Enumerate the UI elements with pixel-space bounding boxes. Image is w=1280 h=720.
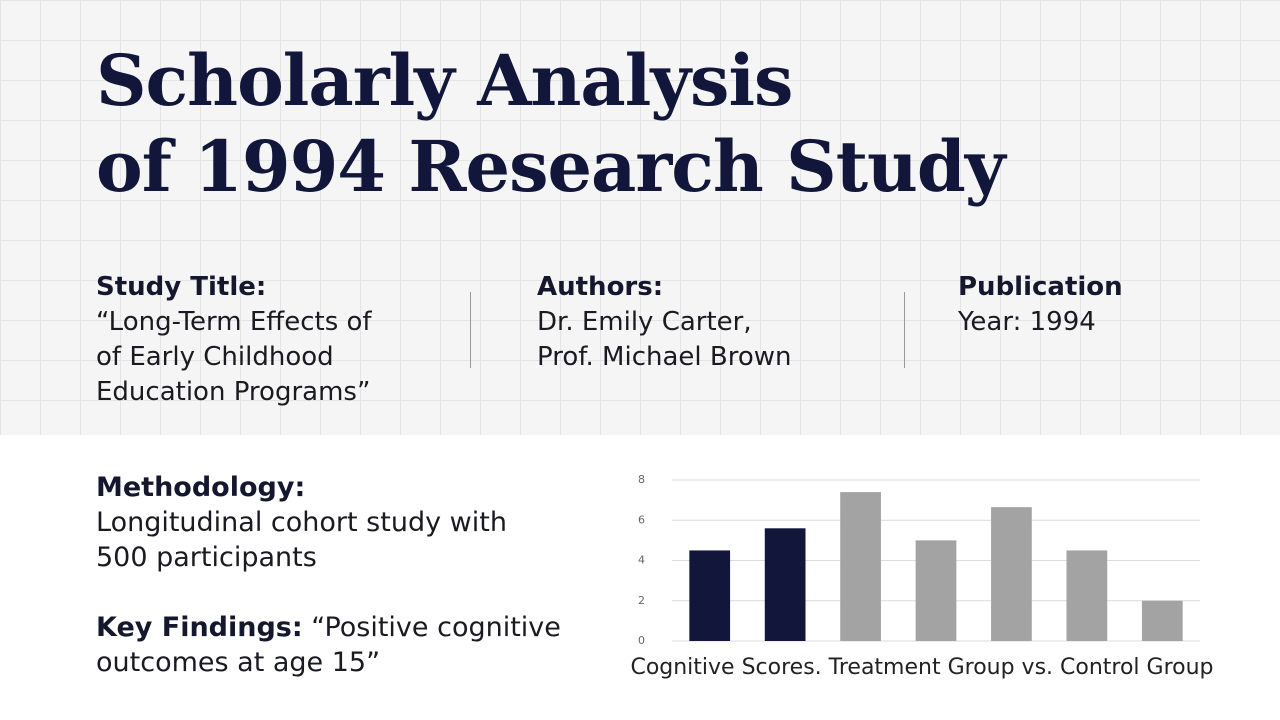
detail-publication: Publication Year: 1994 bbox=[958, 270, 1123, 340]
y-tick-label: 4 bbox=[638, 554, 645, 567]
text-line: Prof. Michael Brown bbox=[537, 342, 792, 372]
section-label: Key Findings: bbox=[96, 612, 303, 643]
text-line: Year: 1994 bbox=[958, 307, 1096, 337]
findings: Key Findings: “Positive cognitive outcom… bbox=[96, 610, 561, 680]
detail-study: Study Title: “Long-Term Effects of of Ea… bbox=[96, 270, 372, 410]
header-background bbox=[0, 0, 1280, 435]
y-tick-label: 8 bbox=[638, 473, 645, 486]
text-line: of Early Childhood bbox=[96, 342, 334, 372]
bar bbox=[1066, 550, 1108, 641]
title-line: of 1994 Research Study bbox=[96, 125, 1006, 208]
detail-value: Year: 1994 bbox=[958, 305, 1123, 340]
bar bbox=[915, 540, 957, 641]
bar bbox=[991, 507, 1032, 641]
detail-label: Publication bbox=[958, 272, 1123, 302]
text-line: Dr. Emily Carter, bbox=[537, 307, 752, 337]
bar bbox=[764, 528, 806, 641]
text-line: outcomes at age 15” bbox=[96, 647, 381, 678]
title-line: Scholarly Analysis bbox=[96, 39, 793, 122]
bar bbox=[1141, 600, 1183, 641]
detail-authors: Authors: Dr. Emily Carter, Prof. Michael… bbox=[537, 270, 792, 375]
methodology: Methodology: Longitudinal cohort study w… bbox=[96, 470, 507, 575]
text-line: “Long-Term Effects of bbox=[96, 307, 372, 337]
section-label: Methodology: bbox=[96, 472, 306, 503]
bar bbox=[840, 492, 881, 641]
x-axis-label: Cognitive Scores. Treatment Group vs. Co… bbox=[630, 655, 1213, 680]
text-line: 500 participants bbox=[96, 542, 317, 573]
y-tick-label: 6 bbox=[638, 513, 645, 526]
text-line: “Positive cognitive bbox=[311, 612, 561, 643]
detail-label: Authors: bbox=[537, 272, 664, 302]
detail-value: “Long-Term Effects of of Early Childhood… bbox=[96, 305, 372, 410]
text-line: Longitudinal cohort study with bbox=[96, 507, 507, 538]
y-tick-label: 0 bbox=[638, 634, 645, 647]
divider bbox=[470, 292, 471, 368]
detail-value: Dr. Emily Carter, Prof. Michael Brown bbox=[537, 305, 792, 375]
y-tick-label: 2 bbox=[638, 594, 645, 607]
divider bbox=[904, 292, 905, 368]
title: Scholarly Analysis of 1994 Research Stud… bbox=[96, 38, 1006, 210]
detail-label: Study Title: bbox=[96, 272, 267, 302]
bar bbox=[689, 550, 731, 641]
text-line: Education Programs” bbox=[96, 377, 371, 407]
